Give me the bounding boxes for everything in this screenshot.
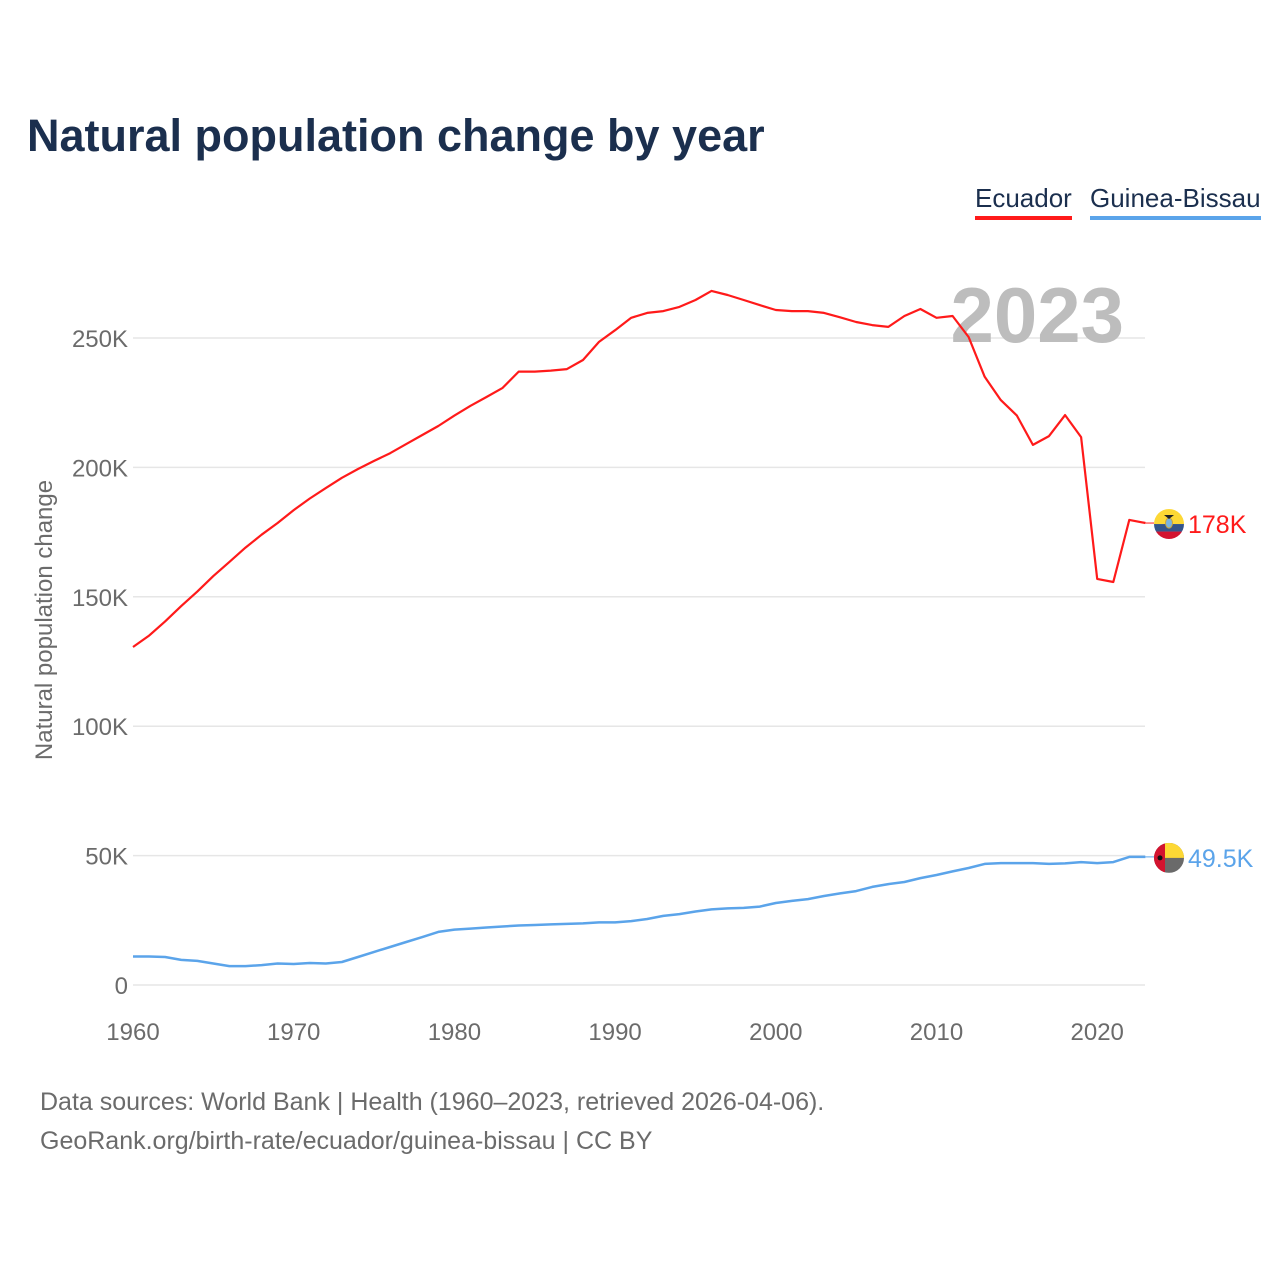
legend-item-guinea-bissau[interactable]: Guinea-Bissau — [1090, 183, 1261, 220]
guinea-bissau-flag-icon — [1154, 842, 1184, 873]
x-tick-label: 2020 — [1071, 1019, 1124, 1046]
x-tick-label: 1990 — [588, 1019, 641, 1046]
x-tick-label: 2000 — [749, 1019, 802, 1046]
end-value-label: 178K — [1188, 511, 1247, 539]
y-tick-label: 0 — [115, 973, 128, 1000]
series-line-guinea-bissau — [133, 855, 1146, 968]
chart-title: Natural population change by year — [27, 110, 765, 161]
ecuador-flag-icon — [1154, 509, 1184, 540]
y-tick-label: 250K — [72, 326, 128, 353]
y-tick-label: 50K — [85, 844, 128, 871]
legend-item-ecuador[interactable]: Ecuador — [975, 183, 1072, 220]
x-tick-label: 1980 — [428, 1019, 481, 1046]
y-tick-label: 100K — [72, 714, 128, 741]
series-line-ecuador — [132, 289, 1146, 648]
footer-attribution: GeoRank.org/birth-rate/ecuador/guinea-bi… — [40, 1127, 653, 1155]
y-tick-label: 200K — [72, 455, 128, 482]
year-label: 2023 — [950, 271, 1124, 359]
x-tick-label: 1970 — [267, 1019, 320, 1046]
footer-sources: Data sources: World Bank | Health (1960–… — [40, 1088, 825, 1116]
x-tick-label: 2010 — [910, 1019, 963, 1046]
y-axis-label: Natural population change — [31, 480, 58, 760]
y-tick-label: 150K — [72, 585, 128, 612]
end-value-label: 49.5K — [1188, 845, 1254, 873]
x-tick-label: 1960 — [106, 1019, 159, 1046]
